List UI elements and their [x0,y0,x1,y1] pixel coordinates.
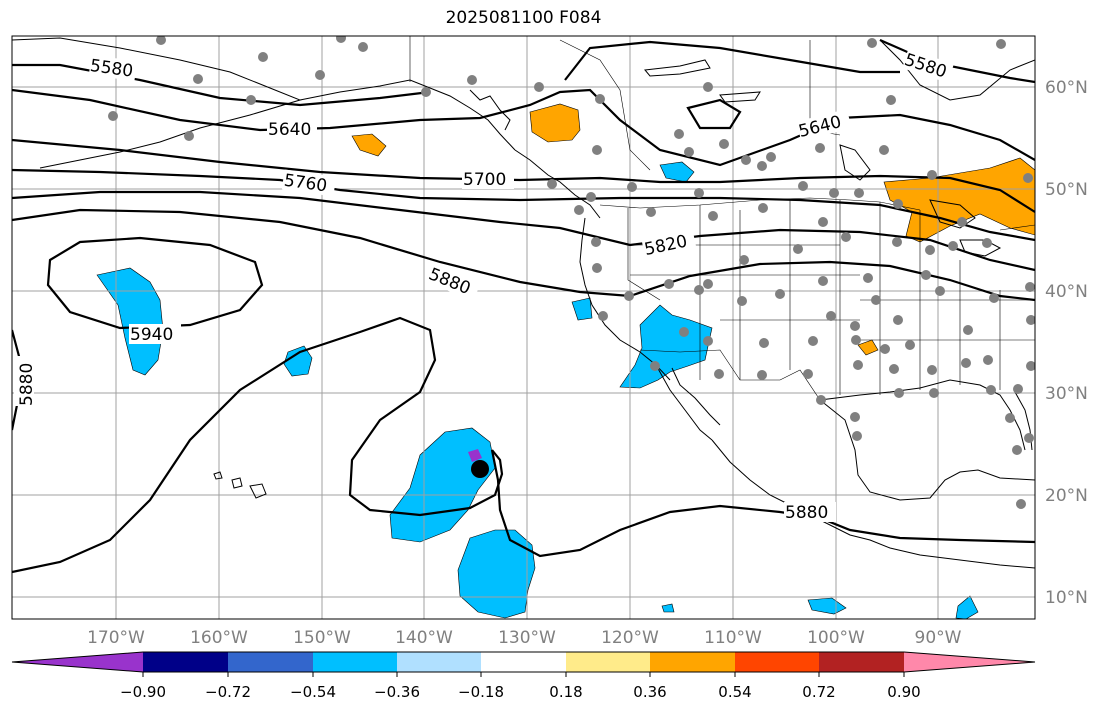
colorbar-tick-label: −0.36 [374,683,420,701]
colorbar-tick-label: −0.90 [120,683,166,701]
contour-label: 5700 [463,170,506,190]
latitude-label: 50°N [1045,180,1088,200]
storm-center-marker [471,460,489,478]
negative-anomaly-area [571,297,593,321]
contour-5880-east [490,449,1035,558]
negative-anomaly-area [659,161,695,183]
contour-label: 5880 [17,363,37,406]
longitude-label: 170°W [87,628,145,648]
colorbar-segment [735,652,819,672]
latitude-label: 20°N [1045,486,1088,506]
positive-anomaly-area [857,339,879,356]
positive-anomaly-area [351,133,387,157]
colorbar-tick-label: −0.54 [290,683,336,701]
contour-5580 [12,63,431,107]
contour-5880-main [12,316,504,574]
contour-label: 5940 [130,325,173,345]
colorbar-tick-label: 0.90 [887,683,920,701]
station-markers [108,36,1035,509]
latitude-label: 40°N [1045,282,1088,302]
longitude-label: 90°W [915,628,962,648]
colorbar-tick-label: 0.72 [802,683,835,701]
longitude-label: 140°W [395,628,453,648]
colorbar-segment [566,652,650,672]
longitude-labels: 170°W 160°W 150°W 140°W 130°W 120°W 110°… [87,628,962,648]
colorbar-segment [12,652,143,672]
contour-5580 [564,40,900,81]
contour-label: 5640 [268,120,311,140]
contour-5700 [12,138,1035,213]
colorbar-tick-label: 0.54 [718,683,751,701]
negative-anomaly-area [389,427,496,543]
height-contours [12,38,1035,574]
contour-label: 5880 [785,503,828,523]
contour-5760 [12,168,1035,242]
contour-5940 [46,236,264,330]
latitude-label: 60°N [1045,78,1088,98]
colorbar-segment [397,652,481,672]
negative-anomaly-area [283,345,313,377]
longitude-label: 120°W [601,628,659,648]
colorbar-segment [904,652,1035,672]
negative-anomaly-area [457,529,536,619]
longitude-label: 130°W [498,628,556,648]
longitude-label: 100°W [807,628,865,648]
colorbar-segment [650,652,735,672]
anomaly-fills [96,103,1035,619]
negative-anomaly-area [661,603,675,613]
latitude-labels: 60°N 50°N 40°N 30°N 20°N 10°N [1045,78,1088,608]
map-background [12,36,1035,619]
colorbar-segment [313,652,397,672]
colorbar-segment [819,652,904,672]
strong-negative-anomaly-area [468,449,482,462]
positive-anomaly-area [883,157,1035,243]
negative-anomaly-area [619,304,713,389]
map-frame [11,35,1036,620]
colorbar-segment [228,652,313,672]
colorbar-tick-label: 0.36 [633,683,666,701]
longitude-label: 160°W [190,628,248,648]
contour-5640 [12,88,1035,167]
colorbar-segment [143,652,228,672]
colorbar-segment [481,652,566,672]
contour-5820 [12,190,1035,272]
colorbar-tick-label: −0.18 [458,683,504,701]
latitude-label: 30°N [1045,384,1088,404]
colorbar-tick-label: −0.72 [205,683,251,701]
map-title: 2025081100 F084 [445,8,602,28]
contour-5820 [12,208,1035,302]
latitude-label: 10°N [1045,588,1088,608]
longitude-label: 110°W [704,628,762,648]
positive-anomaly-area [529,103,581,143]
longitude-label: 150°W [293,628,351,648]
contour-5640-low [686,98,742,130]
colorbar-tick-label: 0.18 [549,683,582,701]
colorbar: −0.90 −0.72 −0.54 −0.36 −0.18 0.18 0.36 0.54 0.7… [11,651,1036,701]
negative-anomaly-area [955,595,979,619]
